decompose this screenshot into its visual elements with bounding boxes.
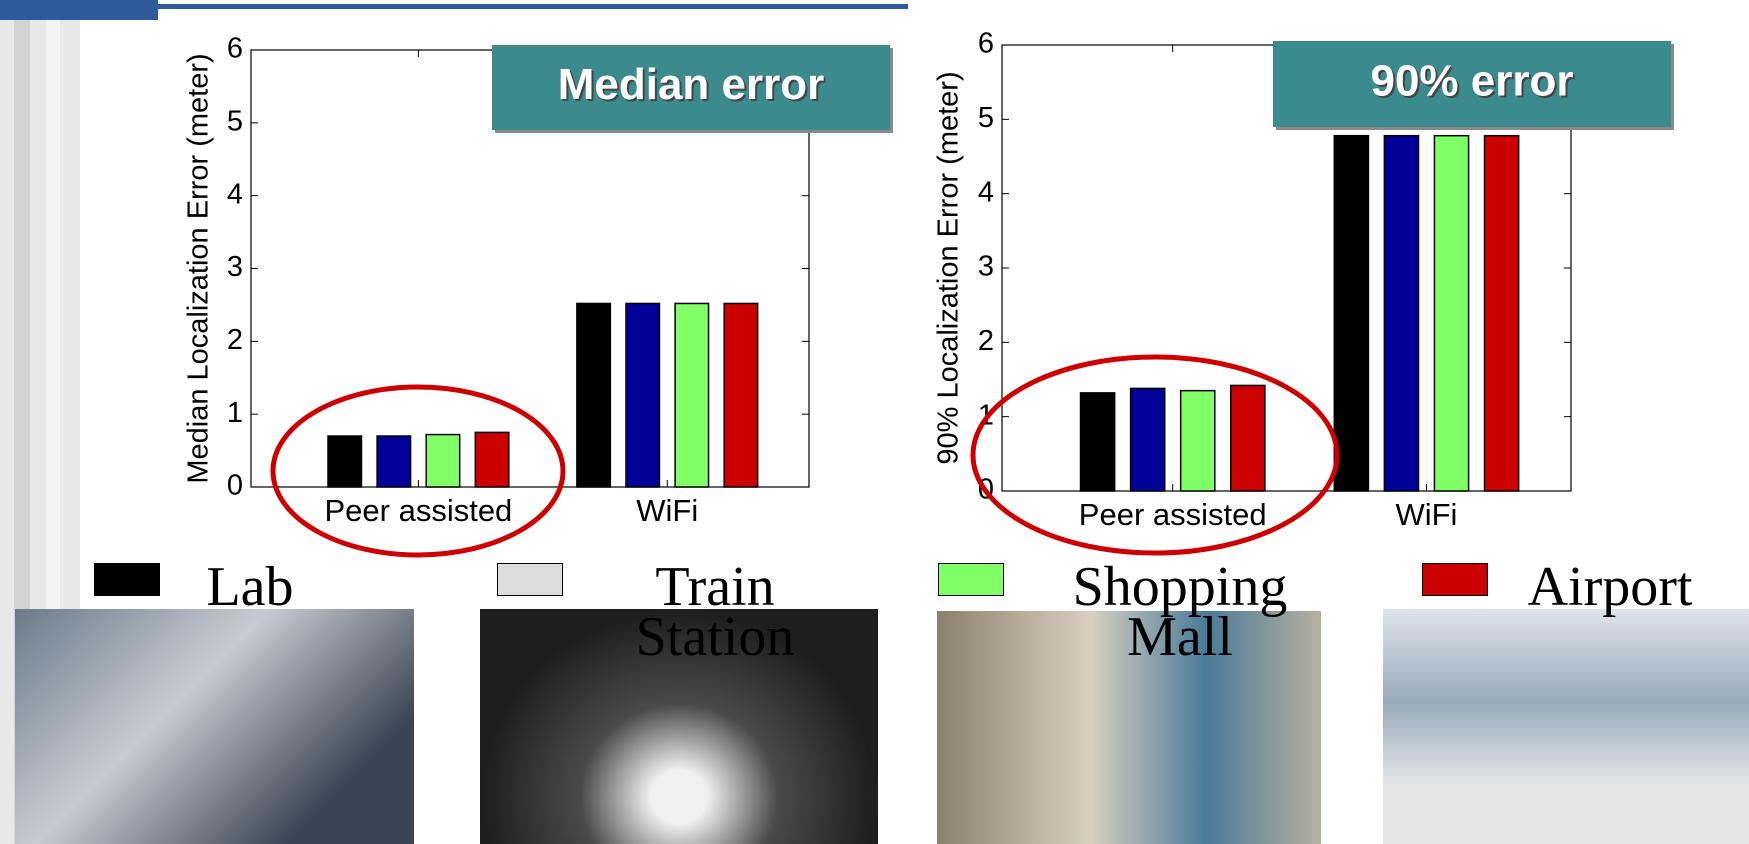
x-tick-label: WiFi: [1395, 497, 1457, 532]
y-tick-label: 2: [227, 324, 243, 356]
bar: [723, 302, 759, 488]
bar: [376, 435, 412, 488]
photo-shopping-mall: [937, 611, 1321, 844]
y-tick-label: 3: [227, 251, 243, 283]
legend-label: Shopping Mall: [1072, 556, 1288, 668]
bar: [1433, 134, 1470, 492]
bar: [327, 435, 363, 488]
x-tick-label: Peer assisted: [1079, 497, 1267, 532]
legend-label: Lab: [206, 556, 294, 618]
bar: [1079, 392, 1116, 492]
y-tick-label: 0: [227, 470, 243, 502]
bar: [1129, 387, 1166, 492]
bar: [625, 302, 661, 488]
bar: [674, 302, 710, 488]
photo-airport: [1383, 609, 1749, 844]
chart-title: Median error: [558, 60, 825, 109]
y-tick-label: 2: [978, 325, 994, 357]
y-axis-label: 90% Localization Error (meter): [933, 71, 965, 464]
legend-label: Train Station: [635, 556, 795, 668]
y-tick-label: 3: [978, 251, 994, 283]
chart-title: 90% error: [1370, 57, 1573, 106]
y-tick-label: 5: [227, 105, 243, 137]
x-tick-label: Peer assisted: [324, 493, 512, 528]
title-box: [492, 45, 890, 130]
y-tick-label: 4: [978, 176, 994, 208]
title-box: [1273, 41, 1671, 127]
bar: [576, 302, 612, 488]
x-tick-label: WiFi: [636, 493, 698, 528]
y-tick-label: 4: [227, 178, 243, 210]
chart-title: Median error: [560, 62, 827, 111]
bar: [425, 433, 461, 488]
y-tick-label: 1: [227, 397, 243, 429]
top-bar: [0, 0, 158, 20]
y-tick-label: 6: [978, 28, 994, 60]
highlight-ellipse: [970, 354, 1340, 556]
highlight-ellipse: [270, 384, 566, 558]
chart-title: 90% error: [1372, 59, 1575, 108]
bar: [1383, 134, 1420, 492]
bar: [1179, 389, 1216, 492]
top-bar: [158, 4, 908, 9]
legend-swatch: [94, 563, 160, 596]
y-tick-label: 5: [978, 102, 994, 134]
y-axis-label: Median Localization Error (meter): [183, 53, 215, 483]
bar: [474, 431, 510, 488]
y-tick-label: 6: [227, 33, 243, 65]
photo-lab: [15, 609, 414, 844]
bar: [1229, 384, 1266, 492]
bar: [1483, 134, 1520, 492]
legend-swatch: [1422, 563, 1488, 596]
legend-swatch: [938, 563, 1004, 596]
photo-train-station: [480, 609, 878, 844]
bar: [1333, 134, 1370, 492]
legend-swatch: [497, 563, 563, 596]
legend-label: Airport: [1527, 556, 1693, 618]
